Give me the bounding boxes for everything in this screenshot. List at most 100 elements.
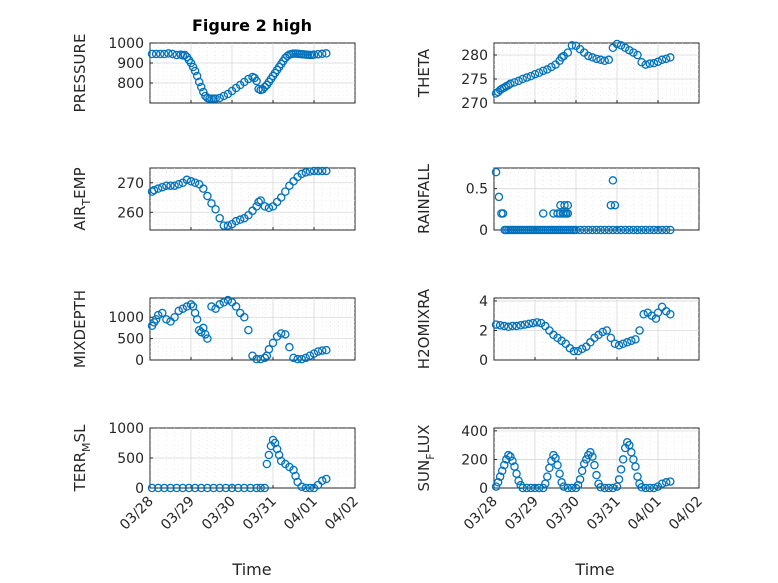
- data-point: [231, 302, 241, 311]
- data-point: [215, 213, 224, 223]
- data-point: [305, 483, 315, 493]
- y-tick-label: 0: [479, 353, 488, 369]
- data-point: [201, 330, 210, 339]
- data-point: [174, 179, 183, 189]
- data-point: [657, 479, 667, 488]
- data-point: [262, 459, 272, 469]
- data-point: [606, 333, 616, 343]
- data-point: [172, 50, 181, 60]
- data-point: [203, 483, 212, 493]
- data-point: [196, 82, 206, 92]
- y-tick-label: 1000: [108, 36, 144, 52]
- data-point: [309, 349, 319, 358]
- data-point: [573, 480, 583, 490]
- data-point: [495, 472, 505, 481]
- data-point: [235, 215, 245, 224]
- data-point: [504, 450, 513, 460]
- data-point: [196, 327, 206, 337]
- data-point: [614, 340, 624, 350]
- data-point: [221, 483, 231, 493]
- data-point: [653, 57, 663, 66]
- data-point: [627, 336, 636, 346]
- data-point: [178, 483, 188, 493]
- data-point: [571, 225, 581, 235]
- data-point: [190, 483, 200, 493]
- data-point: [534, 68, 544, 78]
- data-point: [588, 53, 597, 62]
- data-point: [604, 483, 614, 493]
- data-point: [149, 185, 159, 195]
- data-point: [614, 475, 624, 484]
- data-point: [192, 315, 202, 324]
- data-point: [199, 184, 208, 193]
- y-tick-label: 0.5: [466, 182, 488, 198]
- data-point: [498, 209, 508, 218]
- data-point: [534, 483, 544, 493]
- data-point: [602, 326, 612, 335]
- data-point: [317, 476, 327, 486]
- panel-pressure: 800 900 1000 PRESSURE: [71, 34, 356, 112]
- data-point: [285, 342, 294, 352]
- data-point: [623, 338, 632, 347]
- data-point: [147, 483, 157, 493]
- y-tick-label: 270: [461, 96, 488, 112]
- data-point: [563, 48, 573, 57]
- data-point: [641, 225, 650, 235]
- data-point: [231, 216, 241, 226]
- data-point: [223, 295, 233, 305]
- data-point: [293, 477, 302, 487]
- data-point: [661, 478, 671, 487]
- panel-h2omixra: 0 2 4 H2OMIXRA: [415, 288, 700, 369]
- data-point: [651, 314, 661, 323]
- y-tick-label: 0: [135, 353, 144, 369]
- data-point: [203, 191, 212, 201]
- y-tick-label: 1000: [108, 310, 144, 326]
- data-point: [252, 76, 261, 86]
- data-point: [313, 347, 323, 356]
- data-point: [322, 166, 331, 176]
- data-point: [538, 483, 548, 493]
- data-point: [256, 354, 265, 364]
- data-point: [588, 452, 597, 461]
- data-point: [297, 354, 306, 364]
- x-tick-label: 03/28: [461, 494, 501, 534]
- data-point: [528, 318, 538, 328]
- data-point: [520, 320, 530, 329]
- data-point: [151, 49, 161, 59]
- y-tick-label: 4: [479, 294, 488, 310]
- data-point: [297, 169, 306, 179]
- data-point: [608, 483, 618, 493]
- data-point: [158, 182, 167, 192]
- data-point: [309, 166, 319, 176]
- x-axis-label-right: Time: [574, 560, 614, 579]
- data-point: [211, 205, 220, 214]
- data-point: [538, 209, 548, 218]
- data-point: [203, 334, 212, 343]
- x-tick-label: 03/28: [117, 494, 157, 534]
- data-point: [499, 83, 509, 92]
- data-point: [158, 308, 167, 318]
- data-point: [506, 452, 515, 461]
- data-point: [618, 455, 628, 464]
- data-point: [666, 225, 675, 235]
- data-point: [153, 310, 163, 320]
- x-tick-label: 03/29: [502, 494, 542, 534]
- data-point: [616, 41, 626, 50]
- y-tick-label: 0: [479, 481, 488, 497]
- data-point: [612, 39, 622, 49]
- data-point: [256, 196, 265, 205]
- data-point: [297, 482, 306, 492]
- x-tick-label: 03/31: [584, 494, 624, 534]
- data-point: [215, 93, 224, 103]
- data-point: [530, 483, 540, 493]
- data-point: [633, 225, 642, 235]
- data-point: [252, 483, 261, 493]
- data-point: [164, 49, 173, 58]
- data-point: [620, 225, 630, 235]
- data-point: [645, 59, 655, 68]
- data-point: [610, 200, 620, 210]
- data-point: [649, 225, 659, 235]
- data-point: [317, 166, 327, 176]
- data-point: [494, 192, 504, 202]
- data-point: [301, 353, 311, 363]
